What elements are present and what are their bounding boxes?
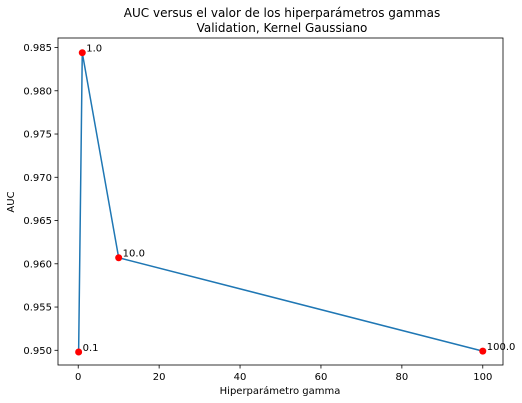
data-label: 10.0 [123,249,145,260]
data-annotations: 0.1 1.0 10.0 100.0 [83,44,516,354]
data-point [75,348,83,356]
x-axis-ticks: 0 20 40 60 80 100 [75,365,492,383]
x-axis-title: Hiperparámetro gamma [220,385,341,397]
y-tick-label: 0.975 [23,130,52,141]
series-line [77,52,483,353]
y-tick-label: 0.965 [23,216,52,227]
x-tick-label: 40 [234,372,247,383]
data-markers [75,49,487,356]
data-label: 1.0 [86,44,102,55]
x-tick-label: 20 [153,372,166,383]
x-tick-label: 100 [473,372,492,383]
y-tick-label: 0.950 [23,346,52,357]
x-tick-label: 60 [315,372,328,383]
y-tick-label: 0.955 [23,303,52,314]
x-tick-label: 0 [75,372,81,383]
y-tick-label: 0.970 [23,173,52,184]
data-label: 100.0 [487,342,516,353]
chart-title: AUC versus el valor de los hiperparámetr… [124,6,440,20]
x-tick-label: 80 [395,372,408,383]
data-point [479,347,487,355]
y-tick-label: 0.960 [23,259,52,270]
data-label: 0.1 [83,343,99,354]
y-tick-label: 0.985 [23,43,52,54]
plot-frame [57,37,504,366]
y-axis-ticks: 0.950 0.955 0.960 0.965 0.970 0.975 0.980 0.985 [23,43,58,357]
y-axis-title: AUC [6,191,17,212]
y-tick-label: 0.980 [23,86,52,97]
data-point [78,49,86,57]
chart-subtitle: Validation, Kernel Gaussiano [197,21,368,35]
data-point [115,254,123,262]
